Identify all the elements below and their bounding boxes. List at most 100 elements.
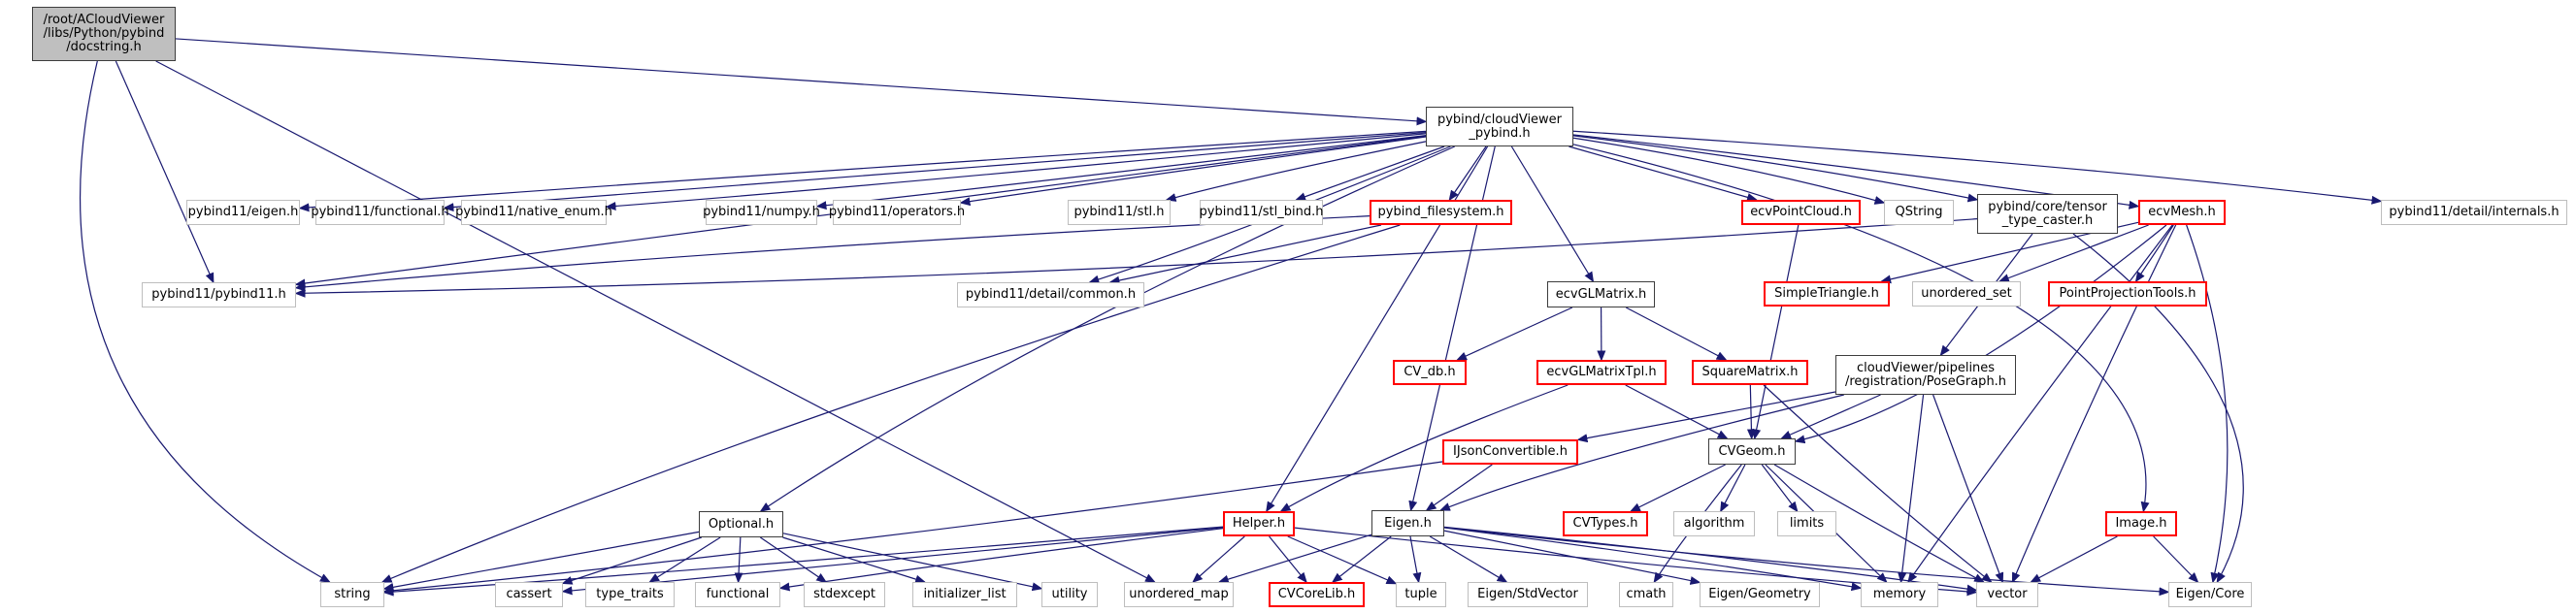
node-qstring: QString — [1884, 200, 1954, 225]
node-pybind11_numpy: pybind11/numpy.h — [703, 200, 820, 225]
node-stdexcept: stdexcept — [804, 582, 885, 607]
node-label: Image.h — [2115, 516, 2167, 531]
edge-optional-to-stdexcept — [759, 536, 828, 583]
node-label: Eigen.h — [1384, 515, 1432, 531]
node-helper[interactable]: Helper.h — [1223, 511, 1295, 536]
node-pybind11_native_enum: pybind11/native_enum.h — [455, 200, 612, 225]
node-label: QString — [1895, 205, 1943, 219]
node-label: _pybind.h — [1469, 125, 1531, 141]
edge-helper-to-functional — [778, 528, 1224, 592]
node-algorithm: algorithm — [1673, 511, 1755, 536]
edge-ecvglmatrix-to-squarematrix — [1625, 307, 1728, 361]
node-image_h[interactable]: Image.h — [2105, 511, 2177, 536]
node-label: pybind11/native_enum.h — [455, 205, 612, 219]
edge-cloudviewer_pybind-to-ecvglmatrix — [1510, 145, 1595, 283]
node-pybind11_operators: pybind11/operators.h — [829, 200, 965, 225]
edge-cloudviewer_pybind-to-pybind11_stl — [1165, 141, 1427, 202]
edge-eigen_h-to-unordered_map — [1217, 533, 1372, 584]
node-label: cassert — [506, 587, 552, 601]
node-cvgeom[interactable]: CVGeom.h — [1708, 438, 1796, 465]
node-label: initializer_list — [923, 587, 1007, 601]
node-limits: limits — [1777, 511, 1836, 536]
node-label: unordered_map — [1129, 587, 1229, 601]
node-label: functional — [706, 587, 770, 601]
edge-eigen_h-to-cvcorelib — [1331, 535, 1392, 583]
edge-cvgeom-to-limits — [1761, 464, 1799, 513]
node-pybind11_stl_bind: pybind11/stl_bind.h — [1200, 200, 1323, 225]
node-label: pybind/cloudViewer — [1437, 112, 1563, 127]
node-label: pybind11/functional.h — [311, 205, 449, 219]
edge-helper-to-unordered_map — [1192, 535, 1245, 583]
node-label: Eigen/Geometry — [1708, 587, 1811, 601]
edge-posegraph-to-memory — [1898, 394, 1925, 584]
node-label: pybind_filesystem.h — [1377, 205, 1504, 219]
node-cloudviewer_pybind[interactable]: pybind/cloudViewer _pybind.h — [1426, 107, 1573, 146]
node-ecvmesh[interactable]: ecvMesh.h — [2138, 200, 2226, 225]
node-ecvglmatrix[interactable]: ecvGLMatrix.h — [1547, 281, 1655, 307]
edge-cloudviewer_pybind-to-pybind_filesystem — [1448, 145, 1487, 202]
node-type_traits: type_traits — [585, 582, 675, 607]
edge-helper-to-string — [382, 526, 1224, 597]
edge-squarematrix-to-vector — [1763, 384, 1993, 583]
edge-optional-to-utility — [782, 533, 1043, 592]
node-vector: vector — [1976, 582, 2038, 607]
node-label: algorithm — [1683, 516, 1745, 531]
edge-optional-to-cassert — [561, 536, 703, 585]
edge-cvgeom-to-cvtypes — [1630, 464, 1726, 512]
node-label: unordered_set — [1921, 286, 2012, 301]
node-cv_db[interactable]: CV_db.h — [1393, 360, 1467, 385]
node-ecvpointcloud[interactable]: ecvPointCloud.h — [1741, 200, 1861, 225]
node-cmath: cmath — [1619, 582, 1673, 607]
edge-eigen_h-to-eigen_stdvector — [1429, 535, 1508, 583]
node-eigen_h[interactable]: Eigen.h — [1371, 510, 1444, 536]
edge-ecvglmatrixtpl-to-cvgeom — [1625, 384, 1729, 439]
node-pybind_filesystem[interactable]: pybind_filesystem.h — [1370, 200, 1512, 225]
edge-cloudviewer_pybind-to-pybind11_operators — [959, 136, 1427, 207]
node-label: ecvMesh.h — [2148, 205, 2216, 219]
node-label: memory — [1872, 587, 1927, 601]
edge-eigen_h-to-memory — [1443, 527, 1863, 592]
node-label: CVTypes.h — [1572, 516, 1638, 531]
node-tensor_type_caster[interactable]: pybind/core/tensor _type_caster.h — [1977, 194, 2118, 234]
edge-cloudviewer_pybind-to-pybind11_numpy — [815, 135, 1427, 210]
node-label: pybind/core/tensor — [1988, 199, 2107, 214]
node-cvcorelib[interactable]: CVCoreLib.h — [1269, 582, 1365, 607]
edge-cloudviewer_pybind-to-optional — [759, 145, 1456, 512]
node-pointprojectiontools[interactable]: PointProjectionTools.h — [2048, 281, 2207, 307]
node-initializer_list: initializer_list — [912, 582, 1017, 607]
edge-cloudviewer_pybind-to-tensor_type_caster — [1572, 135, 1979, 203]
node-ecvglmatrixtpl[interactable]: ecvGLMatrixTpl.h — [1536, 360, 1667, 385]
edge-optional-to-initializer_list — [782, 536, 927, 584]
node-squarematrix[interactable]: SquareMatrix.h — [1692, 360, 1808, 385]
node-cvtypes[interactable]: CVTypes.h — [1563, 511, 1648, 536]
node-label: /docstring.h — [66, 40, 142, 54]
node-memory: memory — [1861, 582, 1938, 607]
edge-optional-to-type_traits — [648, 536, 721, 583]
node-label: stdexcept — [813, 587, 875, 601]
node-string: string — [320, 582, 384, 607]
node-posegraph[interactable]: cloudViewer/pipelines/registration/PoseG… — [1835, 355, 2016, 395]
edge-ecvmesh-to-cvgeom — [1794, 224, 2167, 444]
node-simpletriangle[interactable]: SimpleTriangle.h — [1764, 281, 1890, 307]
node-root: /root/ACloudViewer/libs/Python/pybind/do… — [32, 7, 176, 61]
edge-root-to-unordered_map — [155, 60, 1156, 583]
edge-eigen_h-to-eigen_core — [1443, 527, 2170, 597]
edge-eigen_h-to-vector — [1443, 526, 1978, 594]
node-ijsonconvertible[interactable]: IJsonConvertible.h — [1442, 439, 1578, 465]
edge-ijsonconvertible-to-eigen_h — [1425, 464, 1493, 511]
edge-helper-to-tuple — [1287, 535, 1398, 585]
node-label: CV_db.h — [1404, 365, 1456, 379]
edge-cloudviewer_pybind-to-pybind11_stl_bind — [1295, 145, 1445, 202]
node-label: pybind11/detail/internals.h — [2389, 205, 2559, 219]
node-unordered_set: unordered_set — [1912, 281, 2021, 307]
node-label: pybind11/detail/common.h — [965, 287, 1137, 302]
node-label: Eigen/Core — [2175, 587, 2245, 601]
node-label: type_traits — [596, 587, 664, 601]
node-label: ecvGLMatrix.h — [1555, 286, 1647, 302]
edge-eigen_h-to-tuple — [1409, 535, 1422, 584]
node-optional[interactable]: Optional.h — [699, 511, 783, 537]
edge-pybind_filesystem-to-string — [380, 224, 1401, 583]
edge-squarematrix-to-cvgeom — [1746, 384, 1756, 440]
node-label: /root/ACloudViewer — [43, 13, 165, 27]
edge-cloudviewer_pybind-to-pybind11_functional — [443, 131, 1427, 212]
